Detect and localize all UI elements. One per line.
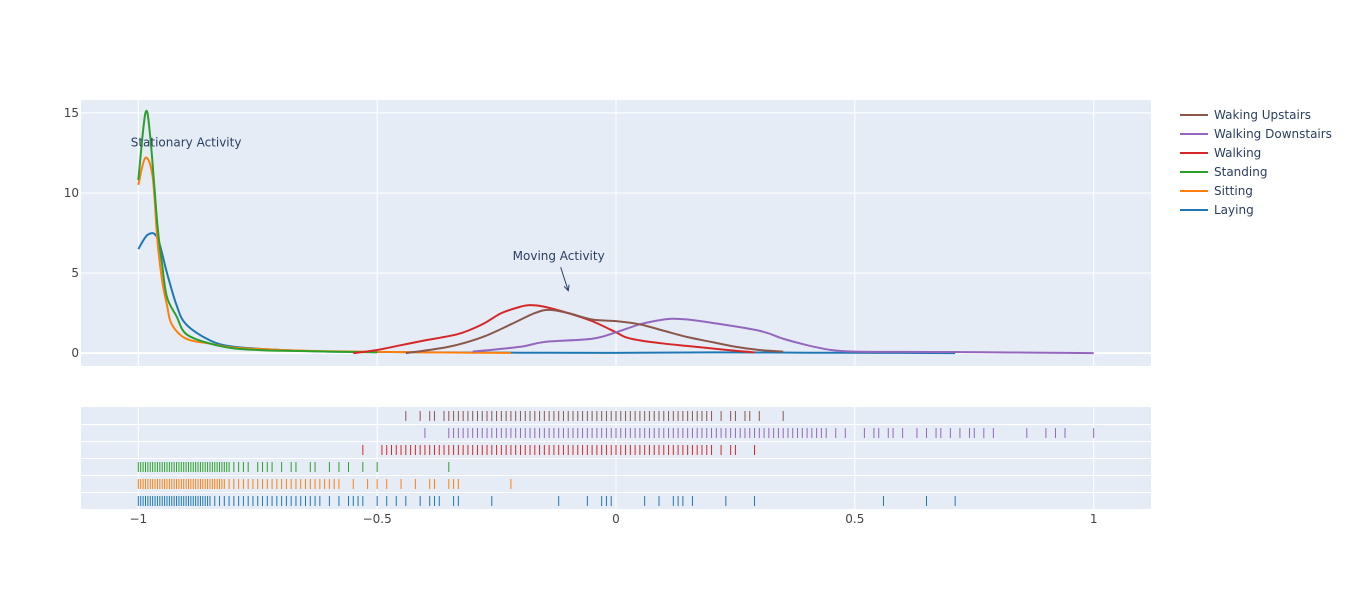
density-line <box>353 304 755 355</box>
y-tick-label: 5 <box>71 266 79 280</box>
x-tick-label: −0.5 <box>363 512 392 526</box>
legend[interactable]: Waking Upstairs Walking Downstairs Walking… <box>1180 108 1332 217</box>
x-tick-label: −1 <box>129 512 147 526</box>
x-tick-label: 1 <box>1090 512 1098 526</box>
legend-label: Waking Upstairs <box>1214 108 1311 122</box>
x-tick-label: 0 <box>612 512 620 526</box>
legend-item[interactable]: Standing <box>1180 165 1267 179</box>
rug-series <box>137 496 956 506</box>
rug-plot <box>81 411 1151 510</box>
annotation-arrowhead <box>563 284 570 292</box>
legend-item[interactable]: Walking Downstairs <box>1180 127 1332 141</box>
rug-series <box>424 428 1095 438</box>
legend-label: Walking Downstairs <box>1214 127 1332 141</box>
y-tick-label: 15 <box>64 106 79 120</box>
legend-item[interactable]: Waking Upstairs <box>1180 108 1311 122</box>
rug-series <box>405 411 784 421</box>
y-tick-label: 10 <box>64 186 79 200</box>
density-line <box>405 308 784 355</box>
y-tick-label: 0 <box>71 346 79 360</box>
legend-label: Standing <box>1214 165 1267 179</box>
annotations: Stationary Activity Moving Activity <box>131 135 605 292</box>
y-axis-ticks: 0 5 10 15 <box>64 106 79 360</box>
legend-label: Walking <box>1214 146 1261 160</box>
legend-item[interactable]: Walking <box>1180 146 1261 160</box>
density-line <box>472 317 1094 355</box>
legend-label: Sitting <box>1214 184 1253 198</box>
annotation-label: Stationary Activity <box>131 135 242 149</box>
annotation-label: Moving Activity <box>513 249 605 263</box>
x-axis-ticks: −1 −0.5 0 0.5 1 <box>129 512 1097 526</box>
rug-series <box>137 479 512 489</box>
legend-item[interactable]: Laying <box>1180 203 1254 217</box>
rug-series <box>362 445 756 455</box>
legend-label: Laying <box>1214 203 1254 217</box>
density-line <box>137 109 378 354</box>
x-tick-label: 0.5 <box>845 512 864 526</box>
annotation-arrow <box>560 267 569 291</box>
rug-series <box>137 462 450 472</box>
density-curves <box>137 109 1094 355</box>
legend-item[interactable]: Sitting <box>1180 184 1253 198</box>
